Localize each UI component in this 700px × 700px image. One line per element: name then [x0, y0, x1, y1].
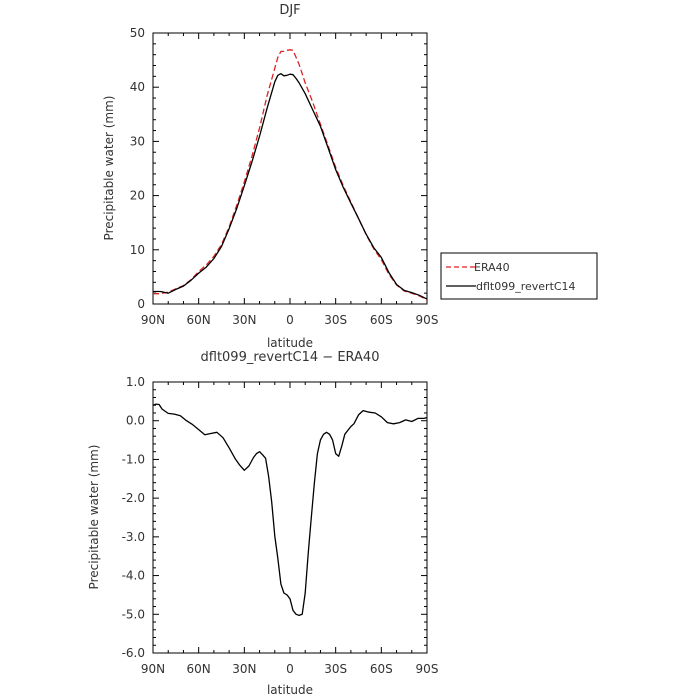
- top-xlabel: latitude: [267, 336, 313, 350]
- top-ytick-label: 0: [137, 297, 145, 311]
- top-xtick-label: 90N: [141, 313, 165, 327]
- bottom-ytick-label: -2.0: [122, 491, 145, 505]
- bottom-ytick-label: -6.0: [122, 646, 145, 660]
- legend: ERA40 dflt099_revertC14: [440, 252, 598, 300]
- top-ytick-label: 20: [130, 189, 145, 203]
- bottom-xtick-label: 30N: [232, 662, 256, 676]
- legend-box: [440, 252, 598, 300]
- bottom-ytick-label: -3.0: [122, 530, 145, 544]
- bottom-xtick-label: 90S: [416, 662, 439, 676]
- top-title: DJF: [279, 3, 300, 18]
- top-xtick-label: 60S: [370, 313, 393, 327]
- bottom-ytick-label: -5.0: [122, 607, 145, 621]
- bottom-xtick-label: 90N: [141, 662, 165, 676]
- bottom-xtick-label: 60S: [370, 662, 393, 676]
- bottom-ylabel: Precipitable water (mm): [87, 445, 101, 590]
- bottom-title: dflt099_revertC14 − ERA40: [201, 350, 380, 365]
- top-ytick-label: 40: [130, 80, 145, 94]
- bottom-xtick-label: 0: [286, 662, 294, 676]
- top-series-line-era40: [153, 49, 428, 301]
- bottom-plot-frame: [152, 381, 428, 654]
- top-xtick-label: 30S: [324, 313, 347, 327]
- bottom-series-line-difference: [152, 403, 428, 617]
- bottom-ytick-label: 1.0: [126, 375, 145, 389]
- bottom-ytick-label: -1.0: [122, 452, 145, 466]
- top-ytick-label: 10: [130, 243, 145, 257]
- top-xtick-label: 90S: [416, 313, 439, 327]
- top-ytick-label: 50: [130, 26, 145, 40]
- top-series-line-dflt099-revertc14: [153, 73, 428, 300]
- top-xtick-label: 60N: [187, 313, 211, 327]
- bottom-panel: dflt099_revertC14 − ERA40 90N 60N 30N 0 30S 6…: [87, 350, 438, 697]
- bottom-xtick-label: 30S: [324, 662, 347, 676]
- top-panel: DJF 90N 60N 30N 0 30S 60S 90S 0 10 20 30 40 50 latit…: [102, 3, 598, 350]
- bottom-ytick-label: -4.0: [122, 569, 145, 583]
- legend-label-era40: ERA40: [474, 261, 510, 274]
- bottom-ytick-label: 0.0: [126, 414, 145, 428]
- bottom-xtick-label: 60N: [187, 662, 211, 676]
- bottom-xlabel: latitude: [267, 683, 313, 697]
- top-ytick-label: 30: [130, 134, 145, 148]
- top-xtick-label: 30N: [232, 313, 256, 327]
- top-ylabel: Precipitable water (mm): [102, 96, 116, 241]
- legend-label-model: dflt099_revertC14: [476, 280, 576, 293]
- top-xtick-label: 0: [286, 313, 294, 327]
